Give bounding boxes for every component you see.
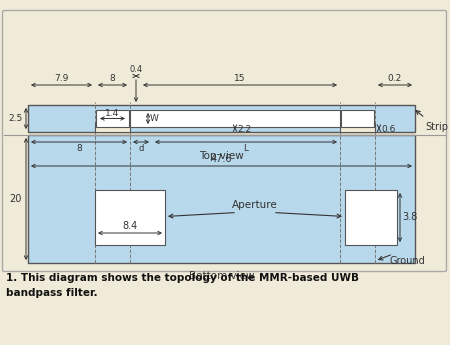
- FancyBboxPatch shape: [3, 10, 446, 272]
- Bar: [28, 105, 415, 132]
- Bar: [95, 123, 130, 132]
- Text: 3.8: 3.8: [402, 213, 417, 223]
- Bar: [95, 190, 165, 245]
- Text: 2.2: 2.2: [237, 125, 251, 134]
- Text: Aperture: Aperture: [232, 199, 278, 209]
- Text: 7.9: 7.9: [54, 74, 69, 83]
- Text: 20: 20: [9, 194, 22, 204]
- Bar: [340, 123, 375, 132]
- Text: 8: 8: [110, 74, 115, 83]
- Text: 0.4: 0.4: [130, 65, 143, 74]
- Text: W: W: [150, 114, 159, 123]
- Text: 1.4: 1.4: [105, 108, 120, 118]
- Text: 1. This diagram shows the topology of the MMR-based UWB
bandpass filter.: 1. This diagram shows the topology of th…: [6, 273, 359, 298]
- Bar: [341, 110, 374, 127]
- Text: Ground: Ground: [390, 256, 426, 266]
- Text: 8.4: 8.4: [122, 221, 138, 231]
- Text: Top view: Top view: [199, 151, 244, 161]
- Bar: [130, 110, 340, 127]
- Text: d: d: [138, 144, 144, 153]
- Text: 0.6: 0.6: [381, 125, 396, 134]
- Text: 47.6: 47.6: [211, 154, 232, 164]
- Bar: [345, 190, 397, 245]
- Text: Strip: Strip: [425, 122, 448, 132]
- Text: Bottom view: Bottom view: [189, 271, 254, 281]
- Text: L: L: [243, 144, 248, 153]
- Text: 8: 8: [76, 144, 82, 153]
- Text: 0.2: 0.2: [388, 74, 402, 83]
- Text: 15: 15: [234, 74, 246, 83]
- Text: 2.5: 2.5: [9, 114, 23, 123]
- Bar: [96, 110, 129, 127]
- Bar: [28, 135, 415, 263]
